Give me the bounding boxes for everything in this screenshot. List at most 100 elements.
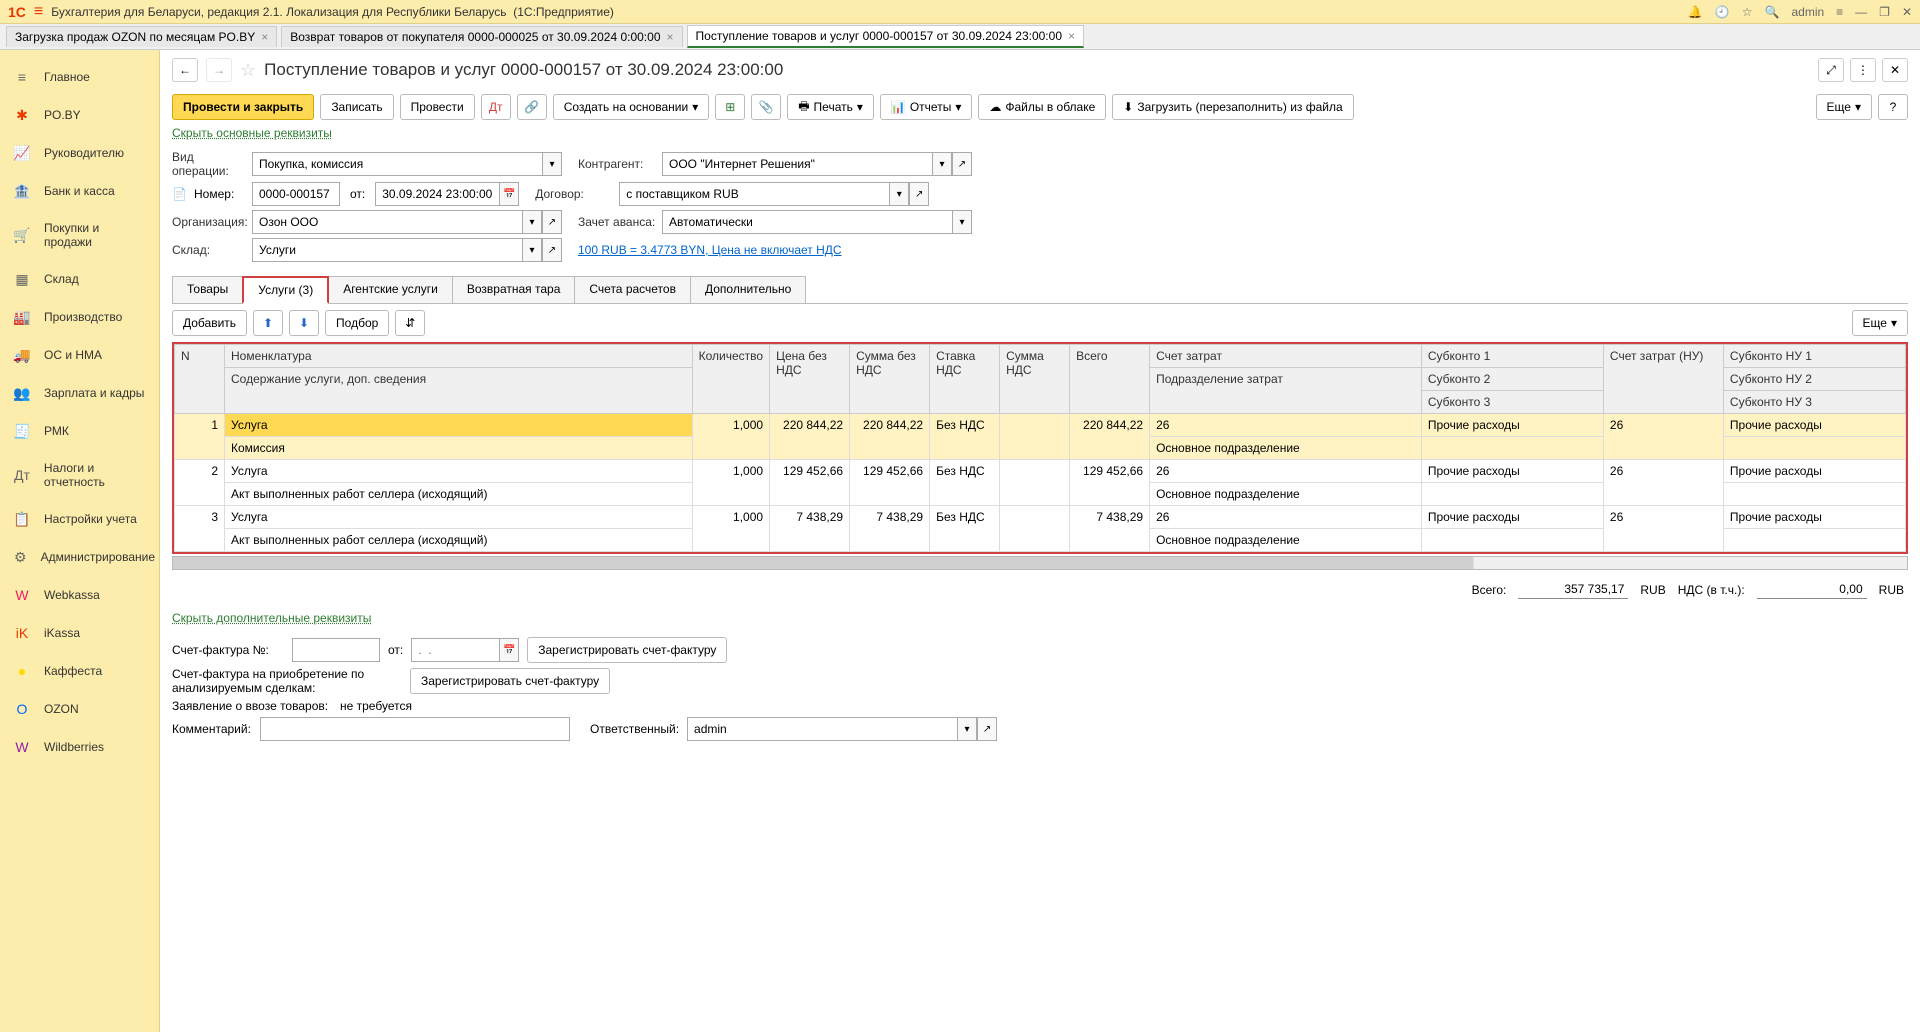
sidebar-item[interactable]: ●Каффеста (0, 652, 159, 690)
close-doc-icon[interactable]: ✕ (1882, 58, 1908, 82)
post-and-close-button[interactable]: Провести и закрыть (172, 94, 314, 120)
contract-open[interactable]: ↗ (909, 182, 929, 206)
favorite-star-icon[interactable]: ☆ (240, 60, 256, 81)
add-row-button[interactable]: Добавить (172, 310, 247, 336)
op-type-dropdown[interactable]: ▾ (542, 152, 562, 176)
star-icon[interactable]: ☆ (1742, 5, 1753, 19)
sidebar-item[interactable]: 📈Руководителю (0, 134, 159, 172)
responsible-dropdown[interactable]: ▾ (957, 717, 977, 741)
rate-info-link[interactable]: 100 RUB = 3.4773 BYN, Цена не включает Н… (578, 243, 842, 257)
advance-input[interactable] (662, 210, 952, 234)
data-tab[interactable]: Услуги (3) (242, 276, 329, 304)
data-tab[interactable]: Счета расчетов (574, 276, 691, 303)
save-button[interactable]: Записать (320, 94, 393, 120)
more-button[interactable]: Еще (1816, 94, 1872, 120)
sidebar-item[interactable]: 🛒Покупки и продажи (0, 210, 159, 260)
restore-icon[interactable]: ❐ (1879, 5, 1890, 19)
date-input[interactable] (375, 182, 499, 206)
org-dropdown[interactable]: ▾ (522, 210, 542, 234)
sidebar-item[interactable]: 📋Настройки учета (0, 500, 159, 538)
nav-forward-button[interactable]: → (206, 58, 232, 82)
horizontal-scrollbar[interactable] (172, 556, 1908, 570)
history-icon[interactable]: 🕘 (1715, 5, 1730, 19)
sidebar-item[interactable]: 🏭Производство (0, 298, 159, 336)
tab-close-icon[interactable]: × (261, 30, 268, 44)
contract-input[interactable] (619, 182, 889, 206)
invoice-date-input[interactable] (411, 638, 499, 662)
move-down-button[interactable]: ⬇ (289, 310, 319, 336)
print-button[interactable]: 🖶 Печать (787, 94, 874, 120)
org-open[interactable]: ↗ (542, 210, 562, 234)
select-items-button[interactable]: Подбор (325, 310, 389, 336)
close-icon[interactable]: ✕ (1902, 5, 1912, 19)
responsible-open[interactable]: ↗ (977, 717, 997, 741)
number-input[interactable] (252, 182, 340, 206)
data-tab[interactable]: Дополнительно (690, 276, 806, 303)
menu-icon[interactable]: ≡ (34, 3, 43, 21)
sidebar-item[interactable]: 🚚ОС и НМА (0, 336, 159, 374)
hide-main-details-link[interactable]: Скрыть основные реквизиты (160, 124, 1920, 142)
user-label[interactable]: admin (1791, 5, 1824, 19)
table-more-button[interactable]: Еще (1852, 310, 1908, 336)
move-up-button[interactable]: ⬆ (253, 310, 283, 336)
search-icon[interactable]: 🔍 (1765, 5, 1780, 19)
tab-close-icon[interactable]: × (1068, 29, 1075, 43)
partner-open[interactable]: ↗ (952, 152, 972, 176)
create-based-button[interactable]: Создать на основании (553, 94, 710, 120)
nav-back-button[interactable]: ← (172, 58, 198, 82)
store-open[interactable]: ↗ (542, 238, 562, 262)
document-tab[interactable]: Поступление товаров и услуг 0000-000157 … (687, 25, 1085, 48)
sidebar-item[interactable]: WWildberries (0, 728, 159, 766)
comment-input[interactable] (260, 717, 570, 741)
data-tab[interactable]: Агентские услуги (328, 276, 453, 303)
tab-close-icon[interactable]: × (667, 30, 674, 44)
sidebar-item[interactable]: ✱PO.BY (0, 96, 159, 134)
sidebar-item[interactable]: ≡Главное (0, 58, 159, 96)
options-icon[interactable]: ⋮ (1850, 58, 1876, 82)
table-row[interactable]: 2Услуга1,000129 452,66129 452,66Без НДС1… (175, 460, 1906, 483)
dk-icon-button[interactable]: Дт (481, 94, 511, 120)
store-input[interactable] (252, 238, 522, 262)
register-invoice-acq-button[interactable]: Зарегистрировать счет-фактуру (410, 668, 610, 694)
invoice-num-input[interactable] (292, 638, 380, 662)
date-picker-icon[interactable]: 📅 (499, 182, 519, 206)
cloud-files-button[interactable]: ☁ Файлы в облаке (978, 94, 1106, 120)
minimize-icon[interactable]: — (1855, 5, 1867, 19)
data-table[interactable]: N Номенклатура Количество Цена без НДС С… (172, 342, 1908, 554)
reload-button[interactable]: ⬇ Загрузить (перезаполнить) из файла (1112, 94, 1353, 120)
table-row[interactable]: 3Услуга1,0007 438,297 438,29Без НДС7 438… (175, 506, 1906, 529)
data-tab[interactable]: Возвратная тара (452, 276, 576, 303)
sidebar-item[interactable]: ▦Склад (0, 260, 159, 298)
sidebar-item[interactable]: 🧾РМК (0, 412, 159, 450)
reports-button[interactable]: 📊 Отчеты (880, 94, 972, 120)
sidebar-item[interactable]: iKiKassa (0, 614, 159, 652)
partner-dropdown[interactable]: ▾ (932, 152, 952, 176)
adjust-button[interactable]: ⇵ (395, 310, 425, 336)
org-input[interactable] (252, 210, 522, 234)
op-type-input[interactable] (252, 152, 542, 176)
sidebar-item[interactable]: ДтНалоги и отчетность (0, 450, 159, 500)
document-tab[interactable]: Загрузка продаж OZON по месяцам PO.BY× (6, 26, 277, 47)
bell-icon[interactable]: 🔔 (1688, 5, 1703, 19)
store-dropdown[interactable]: ▾ (522, 238, 542, 262)
expand-icon[interactable]: ⤢ (1818, 58, 1844, 82)
hide-extra-details-link[interactable]: Скрыть дополнительные реквизиты (160, 609, 1920, 627)
help-button[interactable]: ? (1878, 94, 1908, 120)
sidebar-item[interactable]: WWebkassa (0, 576, 159, 614)
excel-icon-button[interactable]: ⊞ (715, 94, 745, 120)
sidebar-item[interactable]: 🏦Банк и касса (0, 172, 159, 210)
register-invoice-button[interactable]: Зарегистрировать счет-фактуру (527, 637, 727, 663)
invoice-date-picker[interactable]: 📅 (499, 638, 519, 662)
contract-dropdown[interactable]: ▾ (889, 182, 909, 206)
link-icon-button[interactable]: 🔗 (517, 94, 547, 120)
post-button[interactable]: Провести (400, 94, 475, 120)
settings-icon[interactable]: ≡ (1836, 5, 1843, 19)
sidebar-item[interactable]: 👥Зарплата и кадры (0, 374, 159, 412)
sidebar-item[interactable]: ОOZON (0, 690, 159, 728)
data-tab[interactable]: Товары (172, 276, 243, 303)
responsible-input[interactable] (687, 717, 957, 741)
document-tab[interactable]: Возврат товаров от покупателя 0000-00002… (281, 26, 682, 47)
table-row[interactable]: 1Услуга1,000220 844,22220 844,22Без НДС2… (175, 414, 1906, 437)
advance-dropdown[interactable]: ▾ (952, 210, 972, 234)
sidebar-item[interactable]: ⚙Администрирование (0, 538, 159, 576)
